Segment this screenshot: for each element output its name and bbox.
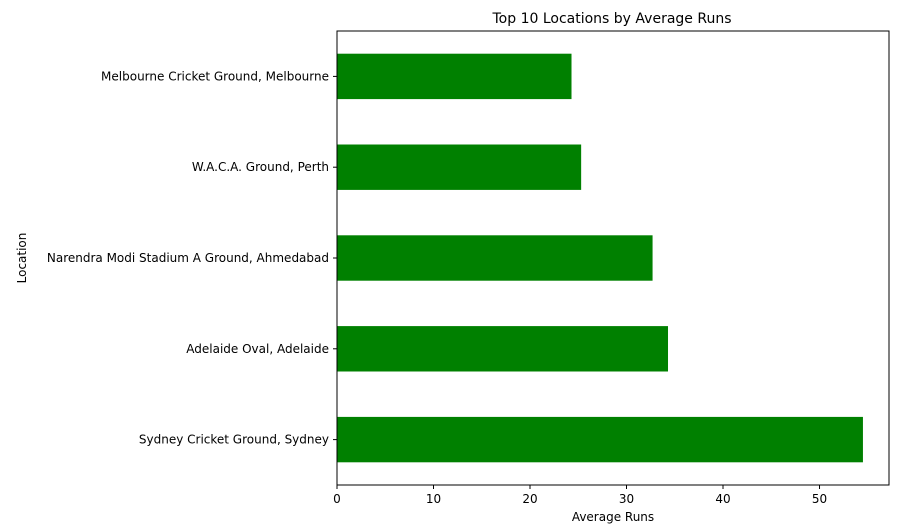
y-tick-label: Sydney Cricket Ground, Sydney <box>139 433 329 447</box>
y-tick-label: Adelaide Oval, Adelaide <box>186 342 329 356</box>
x-tick-label: 40 <box>715 492 730 506</box>
x-tick-label: 10 <box>426 492 441 506</box>
bar <box>337 53 572 100</box>
bar <box>337 416 863 463</box>
bar <box>337 144 582 190</box>
y-tick-label: W.A.C.A. Ground, Perth <box>192 160 329 174</box>
y-axis-label: Location <box>15 233 29 284</box>
x-tick-label: 20 <box>522 492 537 506</box>
y-tick-label: Narendra Modi Stadium A Ground, Ahmedaba… <box>47 251 329 265</box>
bar <box>337 235 653 281</box>
x-tick-label: 30 <box>619 492 634 506</box>
x-tick-label: 50 <box>812 492 827 506</box>
y-axis: Melbourne Cricket Ground, Melbourne W.A.C… <box>47 69 337 447</box>
x-tick-label: 0 <box>333 492 341 506</box>
x-axis-label: Average Runs <box>572 510 654 524</box>
x-axis: 0 10 20 30 40 50 <box>333 485 827 506</box>
bars-group <box>337 53 863 463</box>
y-tick-label: Melbourne Cricket Ground, Melbourne <box>101 69 329 83</box>
bar <box>337 326 669 372</box>
chart-title: Top 10 Locations by Average Runs <box>492 11 732 27</box>
